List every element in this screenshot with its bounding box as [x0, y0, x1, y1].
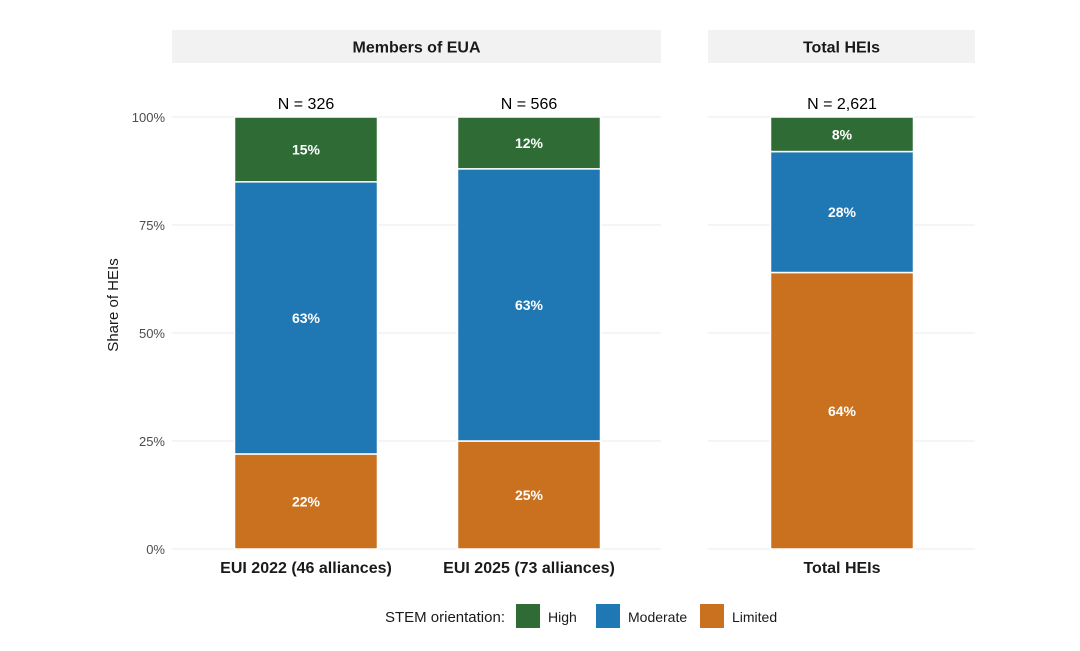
facet-header-bg — [708, 30, 975, 63]
legend-swatch-moderate — [596, 604, 620, 628]
legend-swatch-high — [516, 604, 540, 628]
legend-label: High — [548, 609, 577, 625]
bar-segment-limited — [769, 271, 915, 550]
facet-title: Members of EUA — [352, 40, 480, 57]
bar-segment-moderate — [456, 168, 602, 442]
bar-segment-moderate — [769, 150, 915, 274]
n-label: N = 326 — [278, 96, 335, 113]
bar-segment-high — [769, 116, 915, 153]
data-label-moderate: 28% — [828, 204, 857, 220]
x-tick-label: Total HEIs — [803, 560, 880, 577]
legend-label: Moderate — [628, 609, 687, 625]
bar-segment-limited — [456, 440, 602, 550]
bar-segment-high — [456, 116, 602, 170]
y-tick-label: 100% — [132, 110, 166, 125]
n-label: N = 2,621 — [807, 96, 877, 113]
data-label-limited: 22% — [292, 493, 321, 509]
data-label-high: 15% — [292, 141, 321, 157]
legend-swatch-limited — [700, 604, 724, 628]
legend-title: STEM orientation: — [385, 609, 505, 626]
legend-label: Limited — [732, 609, 777, 625]
data-label-moderate: 63% — [292, 310, 321, 326]
y-tick-label: 0% — [146, 542, 165, 557]
y-tick-label: 50% — [139, 326, 165, 341]
bar-segment-moderate — [233, 181, 379, 455]
facet-header-bg — [172, 30, 661, 63]
y-tick-label: 25% — [139, 434, 165, 449]
n-label: N = 566 — [501, 96, 558, 113]
facet-title: Total HEIs — [803, 40, 880, 57]
y-axis-label: Share of HEIs — [105, 258, 122, 351]
data-label-limited: 64% — [828, 403, 857, 419]
y-tick-label: 75% — [139, 218, 165, 233]
data-label-moderate: 63% — [515, 297, 544, 313]
x-tick-label: EUI 2022 (46 alliances) — [220, 560, 392, 577]
data-label-high: 8% — [832, 126, 853, 142]
x-tick-label: EUI 2025 (73 alliances) — [443, 560, 615, 577]
data-label-high: 12% — [515, 135, 544, 151]
bar-segment-limited — [233, 453, 379, 550]
bar-segment-high — [233, 116, 379, 183]
data-label-limited: 25% — [515, 487, 544, 503]
